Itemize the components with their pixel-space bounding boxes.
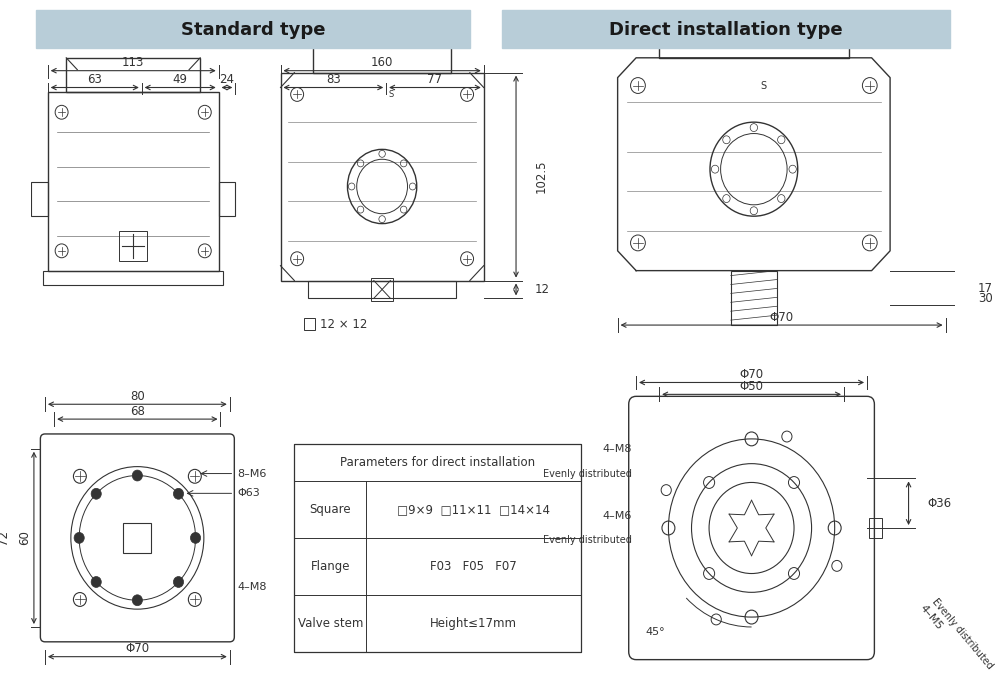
Text: 80: 80 — [130, 390, 145, 403]
Text: 8–M6: 8–M6 — [237, 469, 266, 479]
Bar — [308, 280, 456, 298]
Text: Φ36: Φ36 — [927, 496, 951, 509]
Bar — [219, 181, 235, 216]
Text: Evenly distributed: Evenly distributed — [543, 535, 631, 546]
Bar — [31, 181, 48, 216]
Text: S: S — [760, 80, 766, 91]
Text: 77: 77 — [427, 73, 442, 86]
Bar — [313, 41, 451, 73]
Circle shape — [400, 160, 407, 167]
Text: Standard type: Standard type — [181, 20, 325, 39]
Bar — [869, 518, 882, 538]
Circle shape — [409, 183, 416, 190]
Text: 49: 49 — [173, 73, 188, 86]
Bar — [119, 231, 147, 261]
Circle shape — [357, 160, 364, 167]
Circle shape — [91, 488, 101, 499]
Bar — [731, 271, 777, 325]
Bar — [48, 93, 219, 271]
Text: 113: 113 — [122, 56, 144, 70]
Circle shape — [173, 488, 184, 499]
Text: 102.5: 102.5 — [535, 160, 548, 193]
Circle shape — [132, 470, 142, 481]
Circle shape — [348, 183, 355, 190]
Text: Direct installation type: Direct installation type — [609, 20, 843, 39]
Circle shape — [91, 576, 101, 587]
Text: 45°: 45° — [645, 627, 665, 637]
Circle shape — [379, 150, 385, 158]
Circle shape — [750, 207, 758, 215]
Bar — [123, 523, 151, 552]
Circle shape — [711, 165, 719, 173]
Bar — [659, 28, 849, 58]
Text: Height≤17mm: Height≤17mm — [430, 617, 517, 630]
Circle shape — [74, 533, 84, 544]
Text: Φ63: Φ63 — [237, 488, 260, 499]
Text: Evenly distributed: Evenly distributed — [543, 469, 631, 479]
Text: 4–M8: 4–M8 — [602, 444, 631, 454]
Bar — [281, 73, 484, 280]
Text: S: S — [389, 90, 394, 99]
Circle shape — [357, 206, 364, 213]
Text: 30: 30 — [978, 292, 993, 305]
Circle shape — [789, 165, 796, 173]
Bar — [304, 318, 315, 330]
Text: Φ70: Φ70 — [739, 368, 764, 381]
Circle shape — [132, 595, 142, 606]
Bar — [371, 278, 393, 301]
Text: Φ70: Φ70 — [770, 310, 794, 324]
Text: 24: 24 — [219, 73, 234, 86]
Circle shape — [723, 136, 730, 144]
Text: F03   F05   F07: F03 F05 F07 — [430, 560, 517, 573]
Circle shape — [400, 206, 407, 213]
Text: 83: 83 — [326, 73, 341, 86]
Text: Square: Square — [310, 503, 351, 516]
Text: 63: 63 — [87, 73, 102, 86]
Circle shape — [778, 194, 785, 203]
Text: 60: 60 — [18, 531, 31, 546]
Text: Valve stem: Valve stem — [298, 617, 363, 630]
Circle shape — [173, 576, 184, 587]
Bar — [294, 444, 581, 481]
Text: 12 × 12: 12 × 12 — [320, 318, 368, 331]
Bar — [294, 444, 581, 652]
Text: 160: 160 — [371, 56, 393, 70]
Text: 72: 72 — [0, 531, 10, 546]
Circle shape — [379, 216, 385, 222]
Text: □9×9  □11×11  □14×14: □9×9 □11×11 □14×14 — [397, 503, 550, 516]
Text: 12: 12 — [535, 283, 550, 296]
Bar — [43, 271, 223, 286]
Circle shape — [190, 533, 201, 544]
Circle shape — [723, 194, 730, 203]
Text: 4–M6: 4–M6 — [602, 511, 631, 520]
Text: Parameters for direct installation: Parameters for direct installation — [340, 456, 535, 469]
Text: Flange: Flange — [311, 560, 350, 573]
Text: Evenly distributed: Evenly distributed — [930, 597, 995, 671]
Bar — [36, 10, 470, 48]
Circle shape — [750, 123, 758, 132]
Text: 4–M5: 4–M5 — [918, 603, 944, 632]
Bar — [502, 10, 950, 48]
Text: Φ70: Φ70 — [125, 642, 149, 655]
Text: Φ50: Φ50 — [740, 380, 764, 393]
Text: 68: 68 — [130, 404, 145, 417]
Text: 4–M8: 4–M8 — [237, 582, 267, 593]
Circle shape — [778, 136, 785, 144]
Bar — [66, 58, 200, 93]
Text: 17: 17 — [978, 282, 993, 295]
